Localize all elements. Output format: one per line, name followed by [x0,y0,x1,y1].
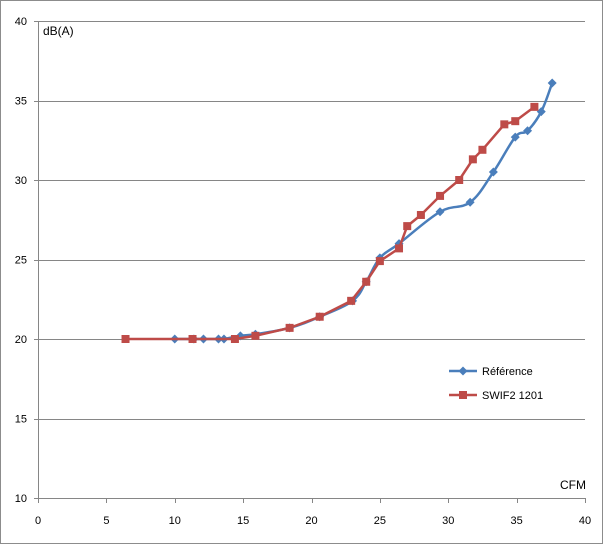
data-point [547,78,557,88]
data-point [188,335,197,343]
series-line-1 [125,105,536,341]
y-tick-labels: 10 15 20 25 30 35 40 [15,16,38,505]
legend-label-0: Référence [482,366,533,378]
x-axis-title: CFM [560,478,586,492]
data-point [230,335,239,343]
x-tick-label: 35 [511,515,523,527]
legend-marker-square [459,391,467,399]
data-point [465,197,475,207]
data-point [347,296,356,305]
data-point [536,107,546,117]
data-point [488,167,498,177]
legend: Référence SWIF2 1201 [449,366,543,402]
y-tick-label: 35 [15,96,27,108]
y-tick-label: 10 [15,493,27,505]
data-point [436,191,445,200]
data-point [395,244,404,253]
data-point [315,312,324,321]
x-tick-label: 0 [35,515,41,527]
y-tick-label: 40 [15,16,27,28]
data-point [435,207,445,217]
data-point [510,132,520,142]
x-tick-label: 5 [103,515,109,527]
x-tick-labels: 0 5 10 15 20 25 30 35 40 [35,498,591,527]
series-0 [170,78,557,344]
y-tick-label: 15 [15,414,27,426]
y-tick-label: 25 [15,255,27,267]
data-point [530,102,539,111]
grid-lines [38,21,585,420]
data-point [251,331,260,340]
y-axis-title: dB(A) [43,24,74,38]
data-point [468,155,477,164]
x-tick-label: 20 [305,515,317,527]
data-point [478,145,487,154]
x-tick-label: 25 [374,515,386,527]
series-line-0 [174,82,554,341]
legend-marker-diamond [458,366,468,376]
x-tick-label: 10 [169,515,181,527]
data-point [416,210,425,219]
axes [38,21,585,499]
y-tick-label: 30 [15,175,27,187]
data-point [121,335,130,343]
legend-item-1: SWIF2 1201 [449,390,543,402]
series-group [121,78,557,344]
legend-label-1: SWIF2 1201 [482,390,543,402]
legend-item-0: Référence [449,366,533,378]
x-tick-label: 40 [579,515,591,527]
series-1 [121,102,539,343]
data-point [455,176,464,184]
x-tick-label: 15 [237,515,249,527]
data-point [362,277,371,286]
y-tick-label: 20 [15,334,27,346]
data-point [403,222,412,231]
data-point [511,117,520,126]
data-point [375,257,384,266]
data-point [500,120,509,129]
data-point [285,323,294,332]
data-point [523,126,533,136]
x-tick-label: 30 [442,515,454,527]
